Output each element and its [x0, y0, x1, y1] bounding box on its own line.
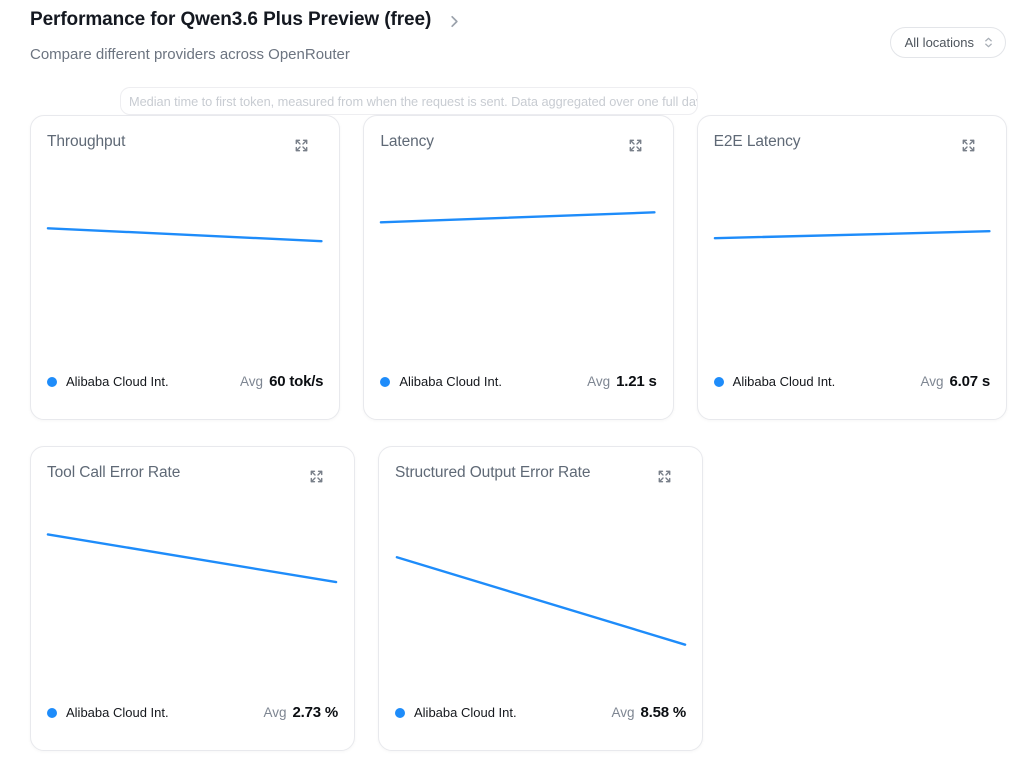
chart-area [714, 155, 990, 373]
chart-area [47, 486, 338, 704]
legend-dot-icon [395, 707, 405, 718]
chart-card-latency: Latency Alibaba Cloud Int. Avg [363, 115, 674, 420]
avg-label: Avg [587, 374, 611, 389]
chart-area [47, 155, 323, 373]
provider-name: Alibaba Cloud Int. [414, 705, 517, 720]
page-subtitle: Compare different providers across OpenR… [30, 46, 350, 63]
legend-dot-icon [47, 376, 57, 387]
legend-dot-icon [380, 376, 391, 387]
page-title: Performance for Qwen3.6 Plus Preview (fr… [30, 9, 432, 30]
legend-dot-icon [47, 707, 57, 718]
chart-area [380, 155, 656, 373]
avg-label: Avg [240, 374, 264, 389]
chart-tooltip-text: Median time to first token, measured fro… [129, 93, 698, 109]
card-title: E2E Latency [713, 133, 801, 150]
avg-label: Avg [611, 705, 635, 720]
legend-row: Alibaba Cloud Int. Avg 60 tok/s [47, 373, 324, 390]
page-title-link[interactable]: Performance for Qwen3.6 Plus Preview (fr… [30, 9, 462, 31]
expand-button[interactable] [308, 466, 328, 486]
expand-button[interactable] [960, 135, 980, 155]
charts-grid: Throughput Alibaba Cloud Int. Avg [30, 115, 1007, 751]
chevron-right-icon [451, 15, 458, 27]
legend-row: Alibaba Cloud Int. Avg 2.73 % [47, 704, 338, 721]
avg-value: 8.58 % [640, 704, 687, 721]
chart-card-structured-output-error-rate: Structured Output Error Rate Alibaba Clo… [378, 446, 703, 751]
location-filter-select[interactable]: All locations [889, 27, 1006, 58]
expand-button[interactable] [293, 135, 313, 155]
card-title: Tool Call Error Rate [47, 464, 181, 481]
chart-card-throughput: Throughput Alibaba Cloud Int. Avg [30, 115, 341, 420]
expand-icon [295, 139, 308, 151]
expand-button[interactable] [656, 466, 676, 486]
chart-card-e2e-latency: E2E Latency Alibaba Cloud Int. Av [696, 115, 1007, 420]
avg-label: Avg [263, 705, 287, 720]
card-title: Latency [380, 133, 434, 150]
avg-value: 1.21 s [616, 373, 657, 390]
provider-name: Alibaba Cloud Int. [66, 705, 169, 720]
avg-value: 2.73 % [292, 704, 339, 721]
provider-name: Alibaba Cloud Int. [66, 374, 169, 389]
card-title: Structured Output Error Rate [395, 464, 591, 481]
avg-label: Avg [920, 374, 944, 389]
legend-row: Alibaba Cloud Int. Avg 1.21 s [380, 373, 657, 390]
location-filter-value: All locations [904, 35, 974, 50]
provider-name: Alibaba Cloud Int. [732, 374, 836, 389]
chart-area [395, 486, 686, 704]
expand-icon [658, 470, 671, 482]
card-title: Throughput [47, 133, 126, 150]
expand-button[interactable] [627, 135, 647, 155]
chart-card-tool-call-error-rate: Tool Call Error Rate Alibaba Cloud Int. [30, 446, 355, 751]
legend-row: Alibaba Cloud Int. Avg 8.58 % [395, 704, 686, 721]
provider-name: Alibaba Cloud Int. [399, 374, 502, 389]
expand-icon [310, 470, 323, 482]
legend-dot-icon [713, 376, 724, 387]
chart-tooltip: Median time to first token, measured fro… [120, 87, 698, 115]
avg-value: 6.07 s [949, 373, 990, 390]
avg-value: 60 tok/s [269, 373, 324, 390]
expand-icon [629, 139, 642, 151]
expand-icon [962, 139, 975, 151]
legend-row: Alibaba Cloud Int. Avg 6.07 s [713, 373, 990, 390]
chevron-up-down-icon [985, 37, 992, 48]
